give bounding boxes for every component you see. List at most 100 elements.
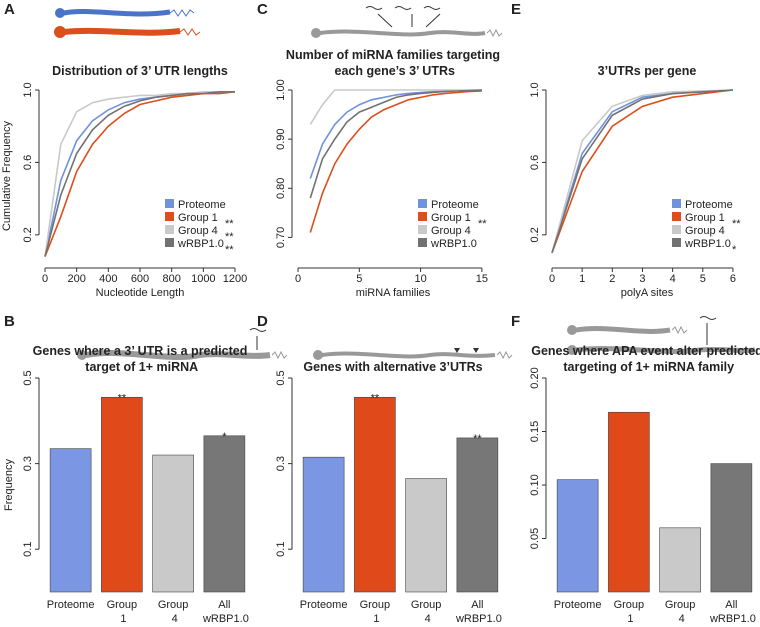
x-tick-label: 0 [549,273,555,285]
x-tick-label: 1000 [191,273,215,285]
y-tick-label: 0.70 [275,227,287,248]
bar-annotation: ** [371,392,380,404]
bar [456,437,499,593]
x-tick-label: Proteome [300,599,348,611]
y-tick-label: 0.3 [275,456,287,471]
bar [608,411,650,593]
chart-title: Genes where APA event alter predicted ta… [531,344,760,374]
x-tick-label: 1200 [223,273,247,285]
legend-swatch [165,225,174,234]
legend-label: Group 1 [178,212,218,224]
diagram-f [567,316,756,355]
y-tick-label: 0.90 [275,128,287,149]
bar [354,396,396,593]
bar [101,396,143,593]
x-tick-label: All wRBP1.0 [453,599,502,625]
legend-swatch [165,212,174,221]
diagram-c [311,6,503,38]
legend-annotation: * [732,244,737,256]
y-tick-label: 0.20 [529,367,541,388]
y-tick-label: 0.2 [529,227,541,242]
x-tick-label: Group 1 [107,599,138,625]
chart-title: Distribution of 3’ UTR lengths [52,64,228,78]
x-tick-label: Proteome [47,599,95,611]
chart-title: 3’UTRs per gene [598,64,697,78]
legend-swatch [418,199,427,208]
x-axis-label: polyA sites [621,287,674,299]
x-tick-label: Group 1 [614,599,645,625]
legend-annotation: ** [732,218,741,230]
x-tick-label: 3 [639,273,645,285]
panel-letter: C [257,1,268,18]
x-tick-label: Group 4 [411,599,442,625]
y-tick-label: 0.1 [22,542,34,557]
legend-label: Proteome [431,199,479,211]
legend-swatch [165,238,174,247]
legend-annotation: ** [225,218,234,230]
y-tick-label: 0.1 [275,542,287,557]
panel-letter: F [511,313,520,330]
x-tick-label: Proteome [554,599,602,611]
y-tick-label: 0.3 [22,456,34,471]
legend-label: Group 1 [431,212,471,224]
legend-swatch [418,225,427,234]
x-tick-label: Group 1 [360,599,391,625]
y-tick-label: 1.0 [22,82,34,97]
chart-title: Number of miRNA families targeting each … [286,48,500,78]
chart-title: Genes with alternative 3’UTRs [303,360,482,374]
x-tick-label: Group 4 [158,599,189,625]
legend-annotation: ** [478,218,487,230]
series-line [551,89,734,254]
x-tick-label: All wRBP1.0 [200,599,249,625]
legend-swatch [672,199,681,208]
legend-label: wRBP1.0 [177,238,224,250]
y-tick-label: 0.6 [22,155,34,170]
legend-annotation: ** [225,244,234,256]
series-line [551,89,734,254]
bar [49,448,92,593]
legend-label: Group 4 [431,225,471,237]
x-tick-label: 15 [476,273,488,285]
legend-swatch [672,212,681,221]
x-tick-label: 10 [414,273,426,285]
x-tick-label: 5 [700,273,706,285]
bar [405,478,447,593]
bar [710,463,753,593]
chart-title: Genes where a 3’ UTR is a predicted targ… [33,344,248,374]
y-tick-label: 0.15 [529,421,541,442]
legend-label: Proteome [178,199,226,211]
x-tick-label: 5 [356,273,362,285]
bar-annotation: ** [473,433,482,445]
legend-label: wRBP1.0 [430,238,477,250]
x-tick-label: 1 [579,273,585,285]
x-axis-label: Nucleotide Length [96,287,185,299]
diagram-a [54,8,201,38]
x-tick-label: 0 [42,273,48,285]
diagram-b [77,328,288,360]
panel-letter: D [257,313,268,330]
legend-swatch [418,238,427,247]
legend-annotation: ** [225,231,234,243]
series-line [309,89,482,179]
series-line [44,91,235,257]
y-tick-label: 1.0 [529,82,541,97]
x-tick-label: 800 [162,273,180,285]
series-line [44,91,235,257]
legend-swatch [672,238,681,247]
bar [556,479,599,593]
series-line [309,89,482,125]
x-axis-label: miRNA families [356,287,431,299]
legend-swatch [165,199,174,208]
x-tick-label: Group 4 [665,599,696,625]
bar-annotation: * [222,431,227,443]
legend-swatch [418,212,427,221]
y-axis-label: Cumulative Frequency [1,120,13,231]
y-tick-label: 0.2 [22,227,34,242]
series-line [551,89,734,254]
panel-letter: B [4,313,15,330]
legend-label: Group 1 [685,212,725,224]
x-tick-label: 6 [730,273,736,285]
panel-letter: A [4,1,15,18]
bar [152,454,194,593]
